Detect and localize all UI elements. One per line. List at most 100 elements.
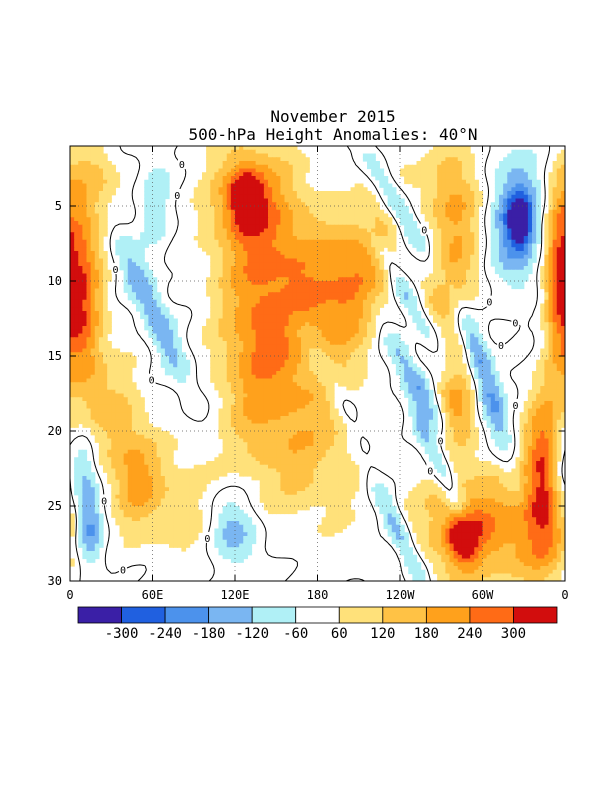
heatmap-cell bbox=[70, 269, 75, 275]
heatmap-cell bbox=[301, 344, 306, 350]
heatmap-cell bbox=[280, 183, 286, 188]
heatmap-cell bbox=[90, 194, 96, 200]
heatmap-cell bbox=[74, 363, 79, 368]
heatmap-cell bbox=[499, 243, 504, 248]
heatmap-cell bbox=[259, 202, 265, 207]
heatmap-cell bbox=[296, 374, 302, 380]
heatmap-cell bbox=[74, 202, 79, 207]
heatmap-cell bbox=[305, 191, 310, 196]
heatmap-cell bbox=[292, 329, 298, 335]
heatmap-cell bbox=[548, 232, 554, 237]
heatmap-cell bbox=[342, 269, 347, 275]
heatmap-cell bbox=[164, 187, 170, 192]
heatmap-cell bbox=[251, 228, 257, 233]
heatmap-cell bbox=[144, 228, 149, 233]
heatmap-cell bbox=[251, 217, 257, 222]
heatmap-cell bbox=[255, 157, 261, 162]
heatmap-cell bbox=[358, 224, 364, 230]
heatmap-cell bbox=[515, 269, 521, 275]
heatmap-cell bbox=[321, 194, 327, 200]
heatmap-cell bbox=[276, 281, 281, 286]
heatmap-cell bbox=[284, 202, 290, 207]
heatmap-cell bbox=[292, 273, 298, 278]
heatmap-cell bbox=[251, 307, 257, 312]
heatmap-cell bbox=[247, 153, 253, 158]
heatmap-cell bbox=[408, 371, 413, 376]
heatmap-cell bbox=[305, 262, 310, 267]
heatmap-cell bbox=[206, 337, 211, 342]
heatmap-cell bbox=[428, 224, 434, 230]
heatmap-cell bbox=[251, 356, 257, 361]
heatmap-cell bbox=[499, 161, 504, 166]
heatmap-cell bbox=[329, 344, 335, 350]
heatmap-cell bbox=[511, 191, 517, 196]
heatmap-cell bbox=[255, 213, 261, 218]
heatmap-cell bbox=[515, 168, 521, 173]
heatmap-cell bbox=[98, 359, 104, 365]
heatmap-cell bbox=[82, 172, 88, 177]
heatmap-cell bbox=[259, 262, 265, 267]
heatmap-cell bbox=[449, 281, 455, 286]
heatmap-cell bbox=[210, 359, 215, 365]
heatmap-cell bbox=[445, 221, 451, 226]
heatmap-cell bbox=[404, 363, 409, 368]
heatmap-cell bbox=[251, 371, 257, 376]
heatmap-cell bbox=[292, 202, 298, 207]
heatmap-cell bbox=[445, 161, 451, 166]
heatmap-cell bbox=[321, 356, 327, 361]
heatmap-cell bbox=[494, 194, 500, 200]
heatmap-cell bbox=[70, 161, 75, 166]
heatmap-cell bbox=[214, 303, 220, 308]
heatmap-cell bbox=[140, 239, 145, 245]
heatmap-cell bbox=[358, 232, 364, 237]
heatmap-cell bbox=[235, 292, 240, 297]
heatmap-cell bbox=[107, 198, 112, 203]
heatmap-cell bbox=[457, 187, 463, 192]
heatmap-cell bbox=[235, 187, 240, 192]
heatmap-cell bbox=[268, 198, 273, 203]
heatmap-cell bbox=[148, 232, 154, 237]
heatmap-cell bbox=[507, 176, 512, 181]
heatmap-cell bbox=[214, 258, 220, 263]
heatmap-cell bbox=[437, 266, 442, 271]
heatmap-cell bbox=[148, 277, 154, 282]
heatmap-cell bbox=[350, 344, 356, 350]
heatmap-cell bbox=[280, 292, 286, 297]
heatmap-cell bbox=[119, 374, 125, 380]
heatmap-cell bbox=[247, 322, 253, 327]
heatmap-cell bbox=[296, 277, 302, 282]
heatmap-cell bbox=[499, 198, 504, 203]
heatmap-cell bbox=[375, 247, 380, 252]
heatmap-cell bbox=[350, 299, 356, 305]
heatmap-cell bbox=[424, 179, 430, 185]
heatmap-cell bbox=[441, 179, 446, 185]
heatmap-cell bbox=[325, 311, 331, 316]
heatmap-cell bbox=[346, 359, 352, 365]
heatmap-cell bbox=[470, 198, 475, 203]
heatmap-cell bbox=[490, 243, 496, 248]
heatmap-cell bbox=[445, 172, 451, 177]
heatmap-cell bbox=[272, 243, 277, 248]
heatmap-cell bbox=[354, 356, 360, 361]
heatmap-cell bbox=[301, 337, 306, 342]
heatmap-cell bbox=[395, 371, 401, 376]
heatmap-cell bbox=[280, 262, 286, 267]
heatmap-cell bbox=[354, 273, 360, 278]
heatmap-cell bbox=[144, 232, 149, 237]
heatmap-cell bbox=[560, 337, 565, 342]
heatmap-cell bbox=[243, 247, 248, 252]
heatmap-cell bbox=[301, 288, 306, 293]
heatmap-cell bbox=[449, 194, 455, 200]
heatmap-cell bbox=[235, 352, 240, 357]
heatmap-cell bbox=[239, 318, 244, 323]
heatmap-cell bbox=[424, 299, 430, 305]
heatmap-cell bbox=[548, 251, 554, 256]
heatmap-cell bbox=[272, 307, 277, 312]
heatmap-cell bbox=[123, 258, 129, 263]
heatmap-cell bbox=[296, 363, 302, 368]
heatmap-cell bbox=[288, 161, 294, 166]
heatmap-cell bbox=[329, 228, 335, 233]
heatmap-cell bbox=[103, 221, 108, 226]
heatmap-cell bbox=[263, 359, 269, 365]
heatmap-cell bbox=[338, 341, 343, 346]
